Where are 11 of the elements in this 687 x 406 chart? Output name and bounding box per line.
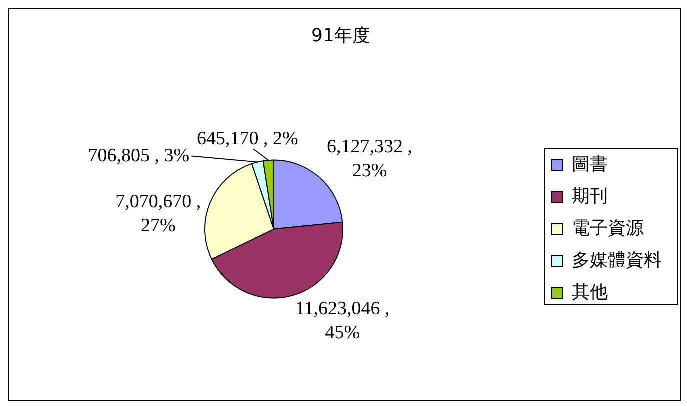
chart-title: 91年度 [312, 25, 370, 46]
legend-label: 電子資源 [572, 218, 644, 239]
data-label: 6,127,332 , 23% [327, 136, 413, 182]
data-label: 7,070,670 , 27% [116, 192, 202, 237]
legend-label: 圖書 [572, 154, 608, 175]
legend-label: 多媒體資料 [572, 250, 662, 271]
data-label: 706,805 , 3% [88, 145, 190, 166]
data-label: 645,170 , 2% [197, 128, 298, 150]
data-label: 11,623,046 , 45% [295, 298, 390, 344]
legend-label: 其他 [572, 282, 608, 303]
legend-label: 期刊 [572, 186, 608, 207]
